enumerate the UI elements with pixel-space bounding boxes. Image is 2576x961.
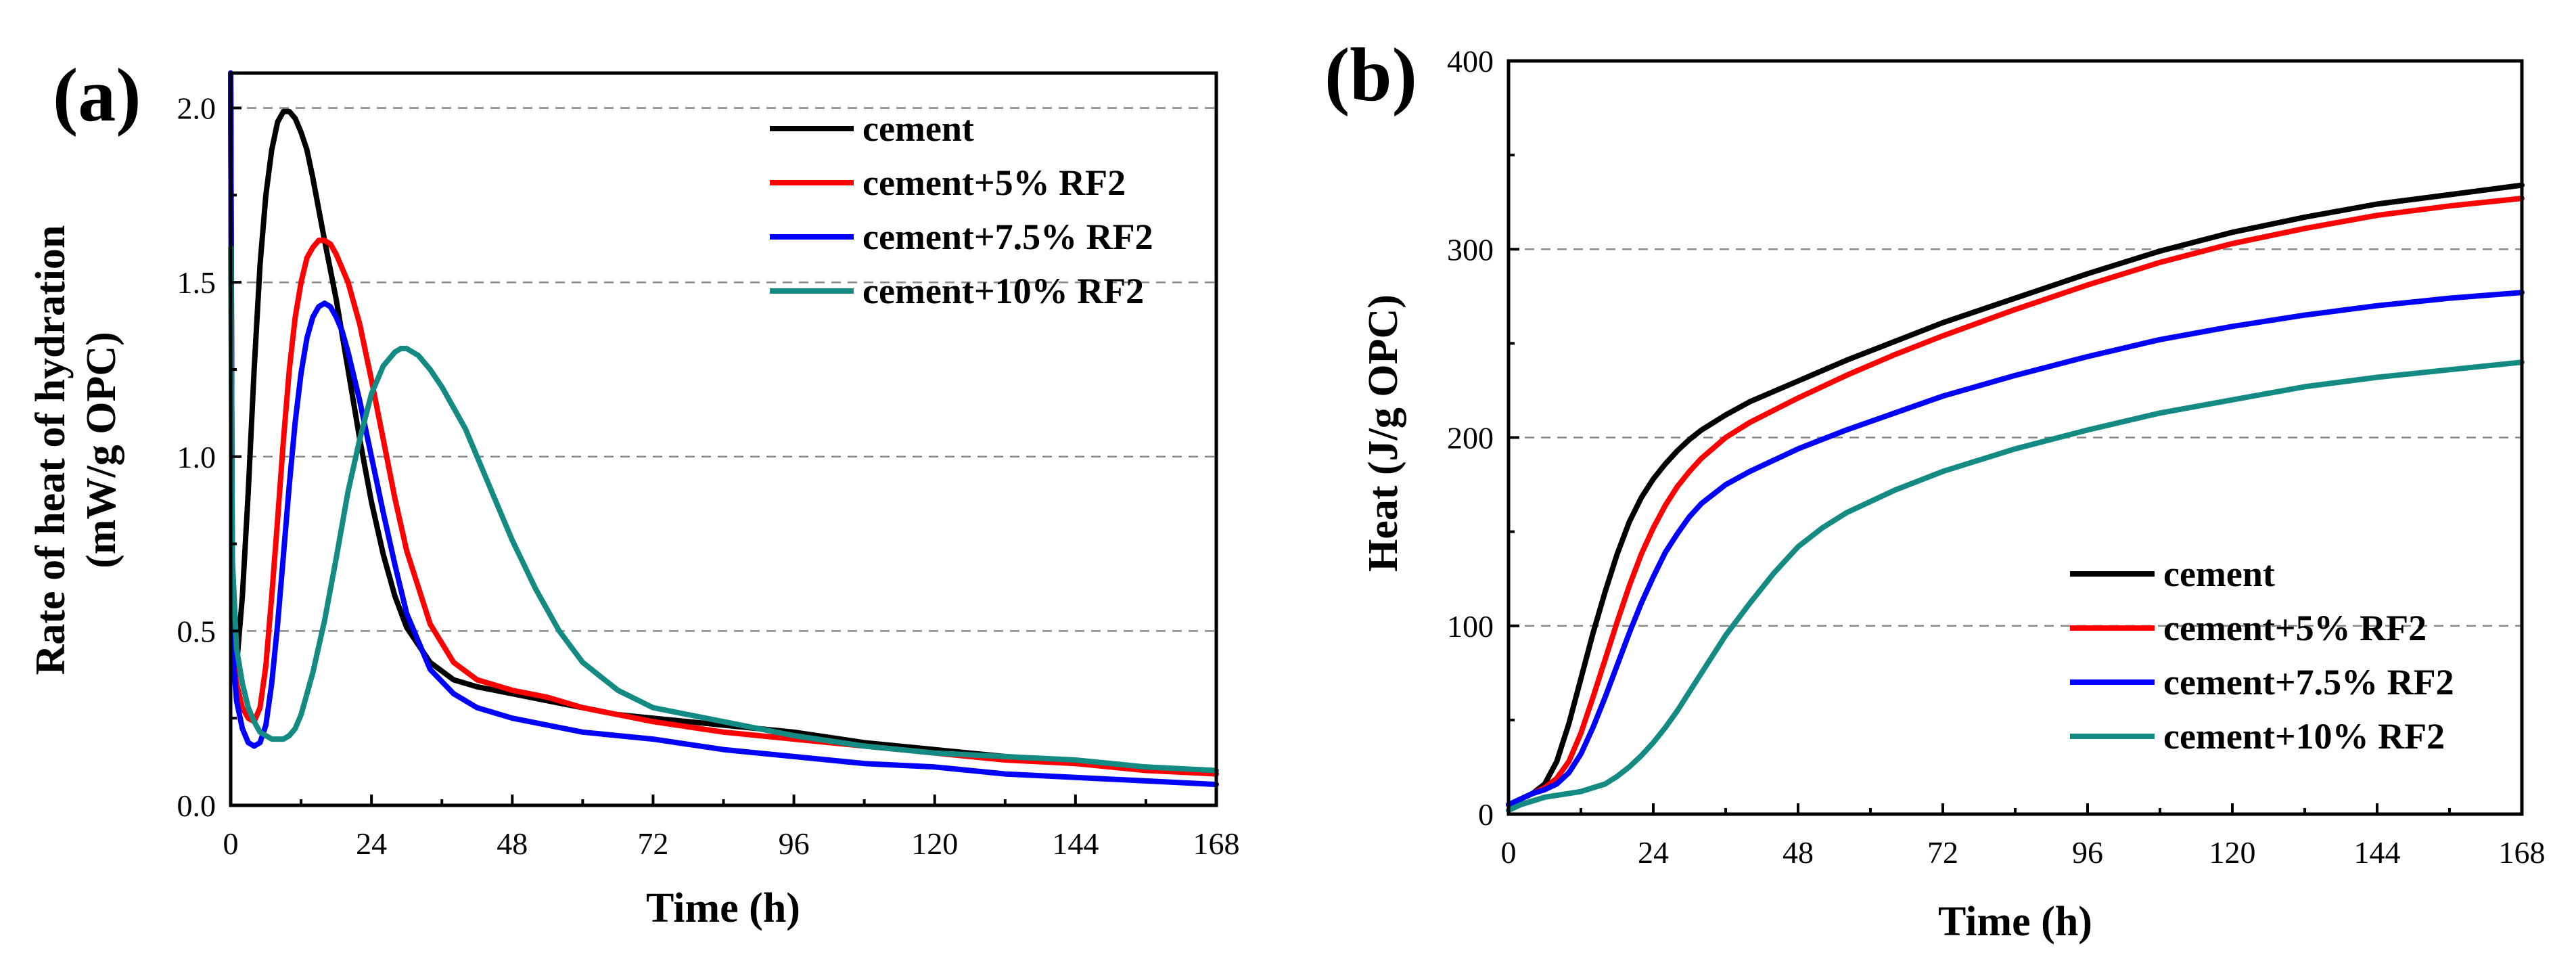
panel-a-y-axis-title-line2: (mW/g OPC) [78, 332, 124, 568]
panel-a-x-tick-label: 96 [779, 826, 810, 861]
panel-b-series-line-cement-7-5-rf2 [1506, 290, 2525, 808]
panel-b-y-tick-label: 400 [1447, 44, 1494, 79]
panel-a-series-line-cement-7-5-rf2 [228, 70, 1219, 788]
panel-a-chart: (a) 0 24 48 72 96 120 144 168 0.0 0.5 1.0 1.5 2.0 T… [28, 53, 1240, 931]
panel-b-gridlines [1509, 248, 2522, 627]
panel-b-y-axis-title: Heat (J/g OPC) [1360, 294, 1406, 572]
panel-b-x-tick-label: 96 [2072, 835, 2103, 870]
panel-b-series-line-cement-5-rf2 [1506, 196, 2525, 808]
panel-b-legend-label-cement-5-rf2: cement+5% RF2 [2163, 608, 2426, 648]
panel-a-x-tick-label: 72 [637, 826, 668, 861]
panel-b-x-tick-label: 144 [2354, 835, 2401, 870]
panel-b-series [1506, 182, 2525, 813]
panel-b-chart: (b) 0 24 48 72 96 120 144 168 0 100 200 300 400 Tim… [1325, 33, 2546, 945]
panel-b-legend-label-cement-10-rf2: cement+10% RF2 [2163, 716, 2445, 757]
panel-a-x-tick-label: 0 [223, 826, 239, 861]
panel-a-legend-label-cement-5-rf2: cement+5% RF2 [862, 162, 1126, 203]
panel-b-y-tick-label: 100 [1447, 609, 1494, 644]
panel-b-legend-label-cement-7-5-rf2: cement+7.5% RF2 [2163, 662, 2454, 702]
panel-a-x-tick-label: 120 [911, 826, 958, 861]
panel-a-legend-label-cement-7-5-rf2: cement+7.5% RF2 [862, 217, 1153, 257]
panel-a-y-tick-label: 0.5 [177, 614, 216, 648]
panel-a-y-ticks: 0.0 0.5 1.0 1.5 2.0 [177, 91, 242, 823]
panel-a-x-axis-title: Time (h) [646, 885, 800, 931]
panel-a-legend-label-cement: cement [862, 108, 974, 149]
panel-b-x-tick-label: 72 [1927, 835, 1958, 870]
panel-a-x-tick-label: 48 [497, 826, 528, 861]
panel-a-y-tick-label: 1.5 [177, 265, 216, 300]
panel-b-legend: cement cement+5% RF2 cement+7.5% RF2 cement… [2070, 554, 2454, 757]
panel-a-legend-label-cement-10-rf2: cement+10% RF2 [862, 271, 1144, 311]
panel-b-x-ticks: 0 24 48 72 96 120 144 168 [1501, 803, 2546, 870]
panel-a-x-tick-label: 144 [1052, 826, 1099, 861]
panel-a-series-line-cement-10-rf2 [228, 244, 1219, 774]
panel-b-x-tick-label: 0 [1501, 835, 1517, 870]
panel-b-x-axis-title: Time (h) [1938, 899, 2092, 945]
panel-a-x-tick-label: 24 [356, 826, 387, 861]
panel-b-label: (b) [1325, 33, 1417, 117]
panel-a-y-tick-label: 1.0 [177, 440, 216, 474]
panel-b-series-line-cement-10-rf2 [1506, 359, 2525, 813]
panel-b-y-tick-label: 200 [1447, 421, 1494, 455]
panel-b-x-tick-label: 48 [1782, 835, 1814, 870]
panel-a-series-line-cement-5-rf2 [228, 70, 1219, 777]
panel-a-label: (a) [53, 53, 141, 137]
panel-a-y-tick-label: 2.0 [177, 91, 216, 126]
panel-a-series [228, 70, 1219, 788]
panel-b-x-tick-label: 24 [1638, 835, 1669, 870]
panel-a-gridlines [231, 107, 1216, 632]
panel-b-legend-label-cement: cement [2163, 554, 2275, 594]
panel-a-y-tick-label: 0.0 [177, 788, 216, 823]
panel-b-series-line-cement [1506, 182, 2525, 808]
panel-a-x-tick-label: 168 [1193, 826, 1240, 861]
panel-a-y-axis-title-line1: Rate of heat of hydration [28, 225, 74, 675]
panel-a-x-ticks: 0 24 48 72 96 120 144 168 [223, 795, 1240, 861]
panel-b-y-tick-label: 300 [1447, 232, 1494, 267]
panel-b-y-tick-label: 0 [1478, 797, 1494, 832]
panel-a-legend: cement cement+5% RF2 cement+7.5% RF2 cement… [770, 108, 1153, 311]
panel-b-x-tick-label: 120 [2209, 835, 2256, 870]
panel-b-x-tick-label: 168 [2499, 835, 2546, 870]
panel-b-y-ticks: 0 100 200 300 400 [1447, 44, 1519, 832]
